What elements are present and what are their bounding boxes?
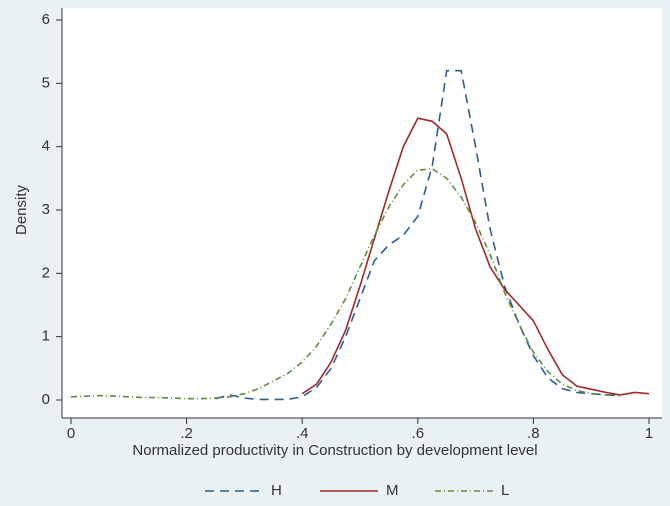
x-tick-label: 1 (645, 425, 653, 442)
y-axis-label: Density (13, 184, 30, 235)
x-axis-label: Normalized productivity in Construction … (132, 442, 537, 459)
plot-area (62, 8, 662, 418)
y-tick-label: 0 (42, 391, 50, 408)
x-tick-label: .2 (180, 425, 193, 442)
y-tick-label: 5 (42, 74, 50, 91)
legend-label: H (271, 482, 282, 499)
y-tick-label: 1 (42, 328, 50, 345)
y-tick-label: 4 (42, 138, 50, 155)
line-series (301, 117, 650, 396)
legend-label: M (386, 482, 399, 499)
x-tick-label: .4 (296, 425, 309, 442)
y-tick-label: 6 (42, 11, 50, 28)
x-tick-label: .6 (412, 425, 425, 442)
y-tick-label: 2 (42, 264, 50, 281)
x-tick-label: 0 (67, 425, 75, 442)
line-series (215, 69, 621, 401)
x-tick-label: .8 (527, 425, 540, 442)
y-tick-label: 3 (42, 201, 50, 218)
legend-label: L (501, 482, 509, 499)
line-series (70, 167, 621, 400)
